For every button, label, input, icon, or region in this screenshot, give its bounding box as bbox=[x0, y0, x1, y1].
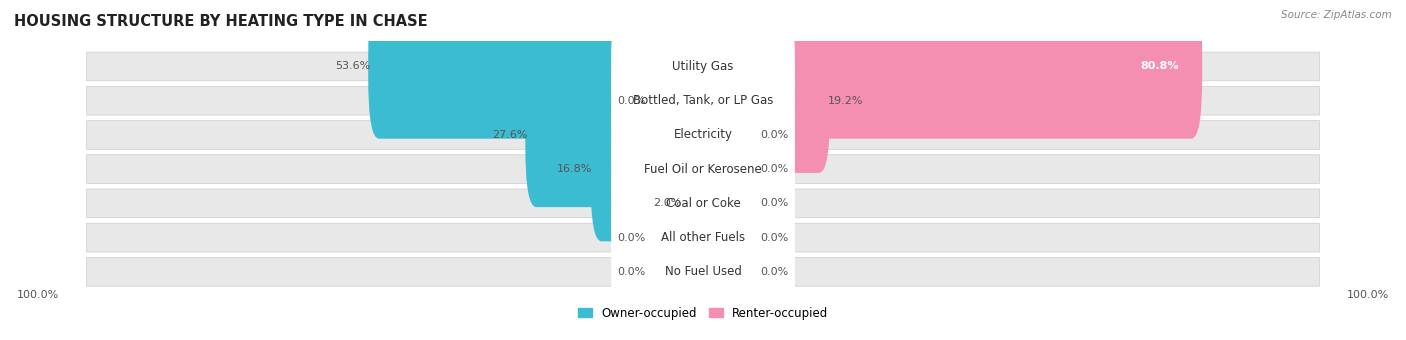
Text: 0.0%: 0.0% bbox=[761, 233, 789, 243]
Text: Fuel Oil or Kerosene: Fuel Oil or Kerosene bbox=[644, 163, 762, 176]
FancyBboxPatch shape bbox=[612, 16, 794, 117]
FancyBboxPatch shape bbox=[692, 97, 762, 241]
FancyBboxPatch shape bbox=[612, 187, 794, 289]
FancyBboxPatch shape bbox=[87, 223, 1319, 252]
Text: Electricity: Electricity bbox=[673, 129, 733, 141]
FancyBboxPatch shape bbox=[612, 50, 794, 152]
FancyBboxPatch shape bbox=[692, 165, 762, 310]
Text: 0.0%: 0.0% bbox=[761, 164, 789, 174]
FancyBboxPatch shape bbox=[368, 0, 714, 139]
Text: 0.0%: 0.0% bbox=[761, 267, 789, 277]
FancyBboxPatch shape bbox=[87, 121, 1319, 149]
FancyBboxPatch shape bbox=[692, 131, 762, 276]
FancyBboxPatch shape bbox=[591, 97, 714, 241]
FancyBboxPatch shape bbox=[644, 200, 714, 340]
Text: 53.6%: 53.6% bbox=[335, 62, 370, 71]
FancyBboxPatch shape bbox=[692, 0, 1202, 139]
Text: 100.0%: 100.0% bbox=[17, 290, 59, 300]
Text: 0.0%: 0.0% bbox=[617, 267, 645, 277]
Text: All other Fuels: All other Fuels bbox=[661, 231, 745, 244]
Text: 0.0%: 0.0% bbox=[761, 130, 789, 140]
FancyBboxPatch shape bbox=[681, 131, 714, 276]
Text: 0.0%: 0.0% bbox=[617, 96, 645, 106]
FancyBboxPatch shape bbox=[612, 221, 794, 323]
FancyBboxPatch shape bbox=[644, 165, 714, 310]
Text: 100.0%: 100.0% bbox=[1347, 290, 1389, 300]
FancyBboxPatch shape bbox=[87, 155, 1319, 184]
Text: 27.6%: 27.6% bbox=[492, 130, 527, 140]
Text: 16.8%: 16.8% bbox=[557, 164, 592, 174]
FancyBboxPatch shape bbox=[692, 63, 762, 207]
Text: 0.0%: 0.0% bbox=[761, 198, 789, 208]
FancyBboxPatch shape bbox=[692, 200, 762, 340]
Text: Bottled, Tank, or LP Gas: Bottled, Tank, or LP Gas bbox=[633, 94, 773, 107]
FancyBboxPatch shape bbox=[612, 84, 794, 186]
Text: 80.8%: 80.8% bbox=[1140, 62, 1180, 71]
FancyBboxPatch shape bbox=[87, 52, 1319, 81]
Text: Source: ZipAtlas.com: Source: ZipAtlas.com bbox=[1281, 10, 1392, 20]
Text: HOUSING STRUCTURE BY HEATING TYPE IN CHASE: HOUSING STRUCTURE BY HEATING TYPE IN CHA… bbox=[14, 14, 427, 29]
Text: 0.0%: 0.0% bbox=[617, 233, 645, 243]
FancyBboxPatch shape bbox=[87, 189, 1319, 218]
FancyBboxPatch shape bbox=[87, 257, 1319, 286]
FancyBboxPatch shape bbox=[692, 29, 830, 173]
Text: No Fuel Used: No Fuel Used bbox=[665, 265, 741, 278]
Text: 2.0%: 2.0% bbox=[654, 198, 682, 208]
FancyBboxPatch shape bbox=[87, 86, 1319, 115]
Text: Utility Gas: Utility Gas bbox=[672, 60, 734, 73]
FancyBboxPatch shape bbox=[612, 152, 794, 254]
FancyBboxPatch shape bbox=[526, 63, 714, 207]
FancyBboxPatch shape bbox=[644, 29, 714, 173]
FancyBboxPatch shape bbox=[612, 118, 794, 220]
Text: Coal or Coke: Coal or Coke bbox=[665, 197, 741, 210]
Text: 19.2%: 19.2% bbox=[828, 96, 863, 106]
Legend: Owner-occupied, Renter-occupied: Owner-occupied, Renter-occupied bbox=[572, 302, 834, 324]
